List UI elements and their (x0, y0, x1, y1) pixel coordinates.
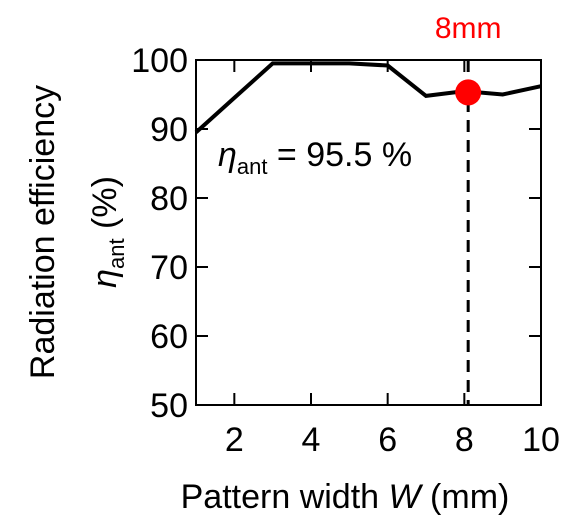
y-tick-label: 90 (150, 111, 188, 149)
plot-frame (195, 59, 542, 406)
x-tick-label: 4 (302, 421, 321, 459)
efficiency-annotation: ηant = 95.5 % (218, 136, 412, 179)
annotation-subscript: ant (237, 154, 268, 179)
y-axis-unit: (%) (86, 176, 124, 238)
y-tick-label: 70 (150, 249, 188, 287)
highlight-label: 8mm (435, 12, 502, 45)
efficiency-series-line (194, 61, 542, 134)
x-tick-label: 8 (455, 421, 474, 459)
y-tick-label: 100 (131, 42, 188, 80)
plot-area (195, 59, 542, 406)
x-ticks: 2 4 6 8 10 (225, 60, 560, 459)
x-axis-title-suffix: (mm) (421, 478, 510, 516)
x-axis-title-var: W (389, 478, 424, 516)
x-axis-title: Pattern width W (mm) (181, 478, 510, 516)
annotation-value: = 95.5 % (267, 136, 412, 174)
x-tick-label: 2 (225, 421, 244, 459)
y-axis-title-line2: ηant (%) (86, 176, 129, 288)
y-axis-symbol: η (86, 269, 124, 288)
series-layer (194, 61, 542, 134)
x-tick-label: 10 (522, 421, 560, 459)
y-axis-subscript: ant (104, 238, 129, 269)
y-tick-label: 50 (150, 387, 188, 425)
y-ticks: 50 60 70 80 90 100 (131, 42, 541, 425)
x-axis-title-prefix: Pattern width (181, 478, 389, 516)
y-tick-label: 60 (150, 318, 188, 356)
x-tick-label: 6 (378, 421, 397, 459)
y-tick-label: 80 (150, 180, 188, 218)
highlight-marker (455, 79, 482, 106)
y-axis-title-line1: Radiation efficiency (24, 85, 62, 379)
annotation-symbol: η (218, 136, 237, 174)
